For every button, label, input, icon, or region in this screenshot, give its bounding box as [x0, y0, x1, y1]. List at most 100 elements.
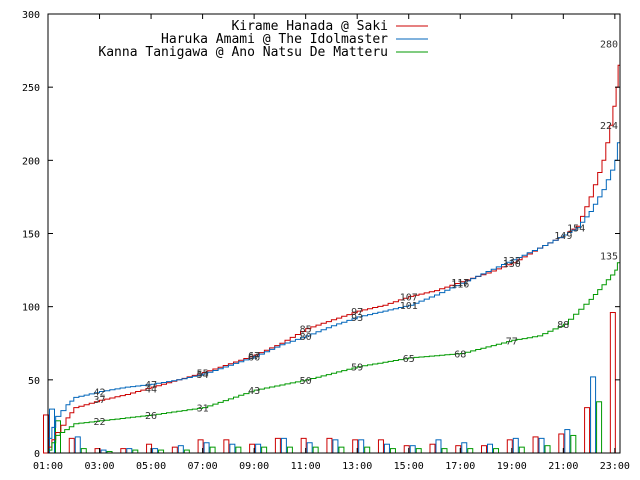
data-label: 65 [403, 354, 415, 365]
hourly-bar [596, 401, 603, 454]
hourly-bar [415, 448, 422, 454]
data-label: 42 [94, 388, 106, 399]
data-label: 117 [451, 278, 469, 289]
data-label: 130 [503, 259, 521, 270]
data-label: 132 [503, 256, 521, 267]
data-label: 97 [351, 307, 363, 318]
data-label: 54 [197, 370, 209, 381]
hourly-bar [68, 437, 75, 454]
x-tick-label: 09:00 [239, 461, 269, 472]
cumulative-lines [48, 43, 621, 451]
data-label: 59 [351, 363, 363, 374]
data-label: 85 [300, 325, 312, 336]
hourly-bar [326, 437, 333, 454]
data-label: 44 [145, 385, 157, 396]
y-tick-label: 50 [28, 376, 40, 387]
data-label: 280 [600, 39, 618, 50]
hourly-bar [570, 434, 577, 454]
hourly-bar [544, 445, 551, 454]
hourly-bar [120, 448, 127, 454]
data-label: 31 [197, 404, 209, 415]
data-label: 37 [94, 395, 106, 406]
data-label: 66 [248, 352, 260, 363]
y-tick-label: 100 [22, 303, 40, 314]
hourly-bar [261, 446, 268, 454]
y-tick-label: 0 [34, 449, 40, 460]
data-label: 55 [197, 369, 209, 380]
hourly-bar [429, 443, 436, 454]
x-tick-label: 03:00 [84, 461, 114, 472]
hourly-bar [441, 448, 448, 454]
x-tick-label: 23:00 [600, 461, 630, 472]
hourly-bar [389, 448, 396, 454]
x-tick-label: 11:00 [291, 461, 321, 472]
data-label: 224 [600, 121, 618, 132]
hourly-bar [274, 437, 281, 454]
data-label: 68 [454, 349, 466, 360]
data-label: 22 [94, 417, 106, 428]
axis-ticks: 0 50 100 150 200 250 300 01:00 03:00 05:00 07:00 09… [22, 10, 630, 472]
hourly-bar [80, 448, 87, 454]
hourly-bar [493, 448, 500, 454]
y-tick-label: 250 [22, 83, 40, 94]
data-label: 26 [145, 411, 157, 422]
legend-label: Kirame Hanada @ Saki [231, 19, 388, 34]
hourly-bar [126, 448, 133, 454]
hourly-bar [332, 439, 339, 454]
x-tick-label: 17:00 [445, 461, 475, 472]
data-label: 77 [506, 336, 518, 347]
hourly-bar [286, 446, 293, 454]
data-label: 50 [300, 376, 312, 387]
data-label: 43 [248, 386, 260, 397]
hourly-bar [55, 420, 61, 454]
hourly-bar [229, 443, 236, 454]
x-tick-label: 19:00 [497, 461, 527, 472]
hourly-bar [223, 439, 230, 454]
x-tick-label: 01:00 [33, 461, 63, 472]
x-tick-label: 13:00 [342, 461, 372, 472]
y-tick-label: 200 [22, 156, 40, 167]
x-tick-label: 15:00 [394, 461, 424, 472]
hourly-bar [461, 442, 468, 454]
hourly-bar [152, 448, 159, 454]
x-tick-label: 21:00 [548, 461, 578, 472]
hourly-bar [171, 446, 178, 454]
data-label: 47 [145, 380, 157, 391]
hourly-bar [409, 445, 416, 454]
hourly-bar [584, 407, 591, 454]
data-label: 154 [567, 224, 585, 235]
data-labels: 37 44 55 67 85 97 107 117 130 149 224 280 42 47 54 66 80… [94, 39, 618, 428]
hourly-bar [538, 437, 545, 454]
data-label: 101 [400, 301, 418, 312]
x-tick-label: 07:00 [188, 461, 218, 472]
data-label: 149 [554, 231, 572, 242]
hourly-bar [280, 437, 287, 454]
hourly-bar [364, 446, 371, 454]
hourly-bar [590, 376, 597, 454]
hourly-bar [518, 446, 525, 454]
hourly-bar [383, 443, 390, 454]
data-label: 135 [600, 251, 618, 262]
data-label: 107 [400, 292, 418, 303]
hourly-bar [564, 429, 571, 454]
data-label: 93 [351, 313, 363, 324]
hourly-bar [512, 437, 519, 454]
data-label: 88 [557, 320, 569, 331]
hourly-bar [358, 439, 365, 454]
y-tick-label: 300 [22, 10, 40, 21]
hourly-bar [435, 439, 442, 454]
hourly-bar [487, 443, 494, 454]
hourly-bar [481, 445, 488, 454]
hourly-bar [609, 312, 616, 454]
hourly-bar [255, 443, 262, 454]
hourly-bar [203, 442, 210, 454]
hourly-bar [377, 439, 384, 454]
hourly-bar [338, 446, 345, 454]
hourly-bar [467, 448, 474, 454]
y-tick-label: 150 [22, 230, 40, 241]
hourly-bar [306, 442, 313, 454]
data-label: 116 [451, 279, 469, 290]
hourly-bars [43, 312, 616, 454]
